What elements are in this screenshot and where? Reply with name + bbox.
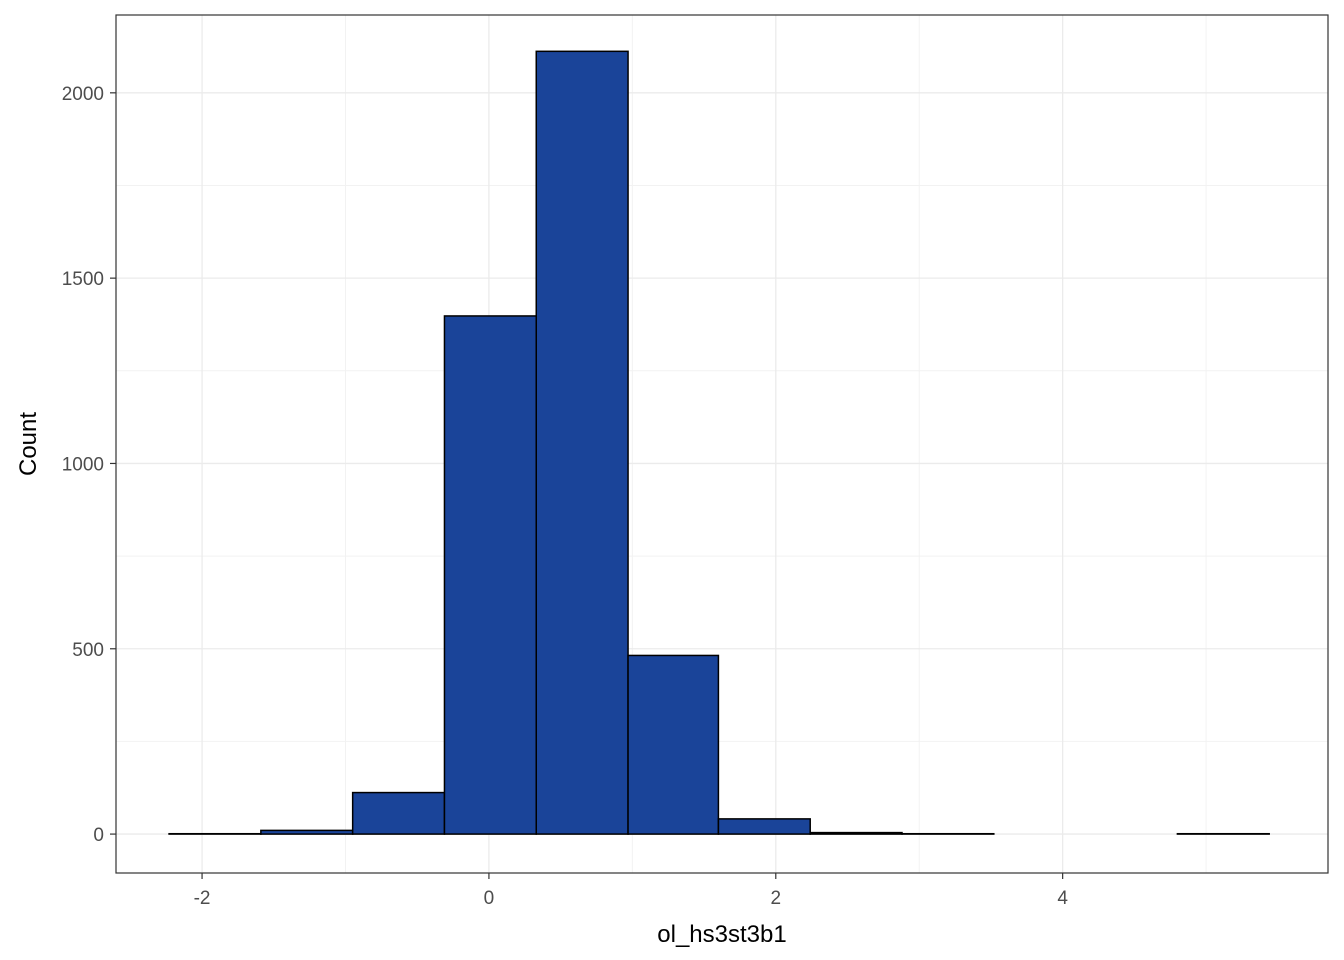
x-tick-label: 0 <box>484 888 495 909</box>
y-tick-label: 500 <box>72 640 104 661</box>
histogram-bar <box>535 50 629 835</box>
histogram-bars <box>168 50 1270 835</box>
axes: -2 0 2 4 0 500 1000 1500 2000 <box>62 84 1069 909</box>
y-tick-label: 1000 <box>62 454 104 475</box>
plot-panel-border <box>115 14 1329 874</box>
histogram-bar <box>260 829 354 835</box>
y-tick-label: 2000 <box>62 84 104 105</box>
y-axis-title: Count <box>15 412 42 476</box>
x-tick-label: 2 <box>770 888 781 909</box>
x-tick-label: -2 <box>194 888 211 909</box>
x-axis-title: ol_hs3st3b1 <box>657 921 786 948</box>
histogram-bar <box>717 818 811 835</box>
histogram-bar <box>627 654 720 835</box>
histogram-bar <box>351 791 446 835</box>
x-tick-label: 4 <box>1057 888 1068 909</box>
y-tick-label: 1500 <box>62 269 104 290</box>
y-tick-label: 0 <box>93 825 104 846</box>
histogram-bar <box>443 315 538 835</box>
histogram-bar <box>809 831 903 835</box>
